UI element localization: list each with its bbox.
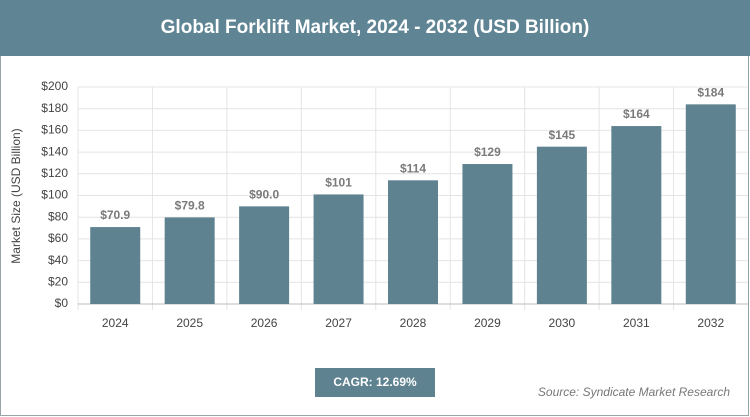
y-tick-label: $200 xyxy=(41,79,68,93)
value-label: $70.9 xyxy=(100,208,130,222)
chart-title: Global Forklift Market, 2024 - 2032 (USD… xyxy=(161,17,590,38)
source: Source: Syndicate Market Research xyxy=(538,385,730,399)
value-label: $164 xyxy=(623,107,650,121)
x-tick-label: 2031 xyxy=(623,316,650,330)
cagr: CAGR: 12.69% xyxy=(333,375,417,389)
value-label: $79.8 xyxy=(175,199,205,213)
x-tick-label: 2030 xyxy=(549,316,576,330)
value-label: $184 xyxy=(697,86,724,100)
header xyxy=(0,0,750,56)
value-label: $101 xyxy=(325,176,352,190)
value-label: $114 xyxy=(400,161,426,175)
x-tick-label: 2026 xyxy=(251,316,278,330)
value-label: $145 xyxy=(549,128,576,142)
bar xyxy=(685,104,736,304)
x-tick-label: 2025 xyxy=(176,316,203,330)
y-tick-label: $0 xyxy=(55,296,69,310)
y-tick-label: $140 xyxy=(41,144,68,158)
bar xyxy=(462,164,513,304)
x-tick-label: 2029 xyxy=(474,316,501,330)
x-tick-label: 2027 xyxy=(325,316,352,330)
bar xyxy=(536,146,587,304)
y-tick-label: $20 xyxy=(48,274,68,288)
y-tick-label: $100 xyxy=(41,188,68,202)
y-tick-label: $160 xyxy=(41,123,68,137)
bar xyxy=(388,180,438,304)
bar xyxy=(90,227,141,304)
cagr-box xyxy=(315,368,435,397)
bar xyxy=(164,217,215,304)
y-tick-label: $80 xyxy=(48,209,68,223)
x-tick-label: 2032 xyxy=(697,316,724,330)
bar xyxy=(611,126,662,304)
y-tick-label: $40 xyxy=(48,253,68,267)
y-tick-label: $60 xyxy=(48,231,68,245)
bar xyxy=(239,206,290,304)
y-axis-label: Market Size (USD Billion) xyxy=(9,128,23,263)
value-label: $90.0 xyxy=(249,188,279,202)
x-tick-label: 2028 xyxy=(400,316,427,330)
x-tick-label: 2024 xyxy=(102,316,129,330)
y-tick-label: $180 xyxy=(41,101,68,115)
value-label: $129 xyxy=(474,145,501,159)
y-tick-label: $120 xyxy=(41,166,68,180)
bar xyxy=(313,194,364,304)
